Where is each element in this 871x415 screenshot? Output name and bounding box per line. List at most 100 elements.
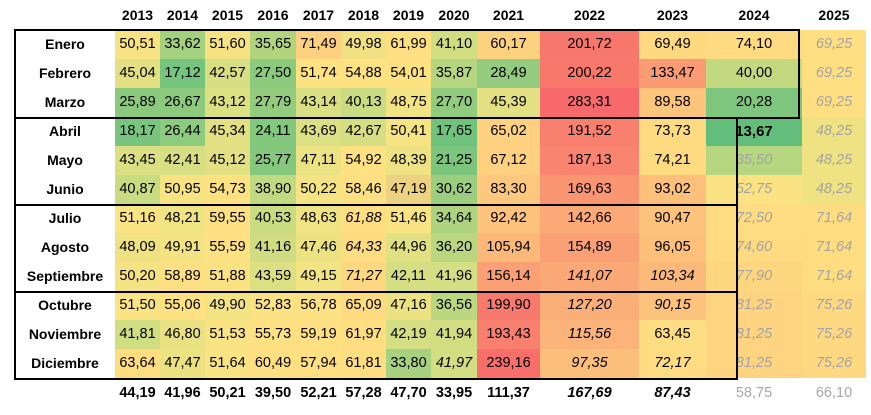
table-cell: 90,15 [639,291,706,320]
table-cell: 81,25 [706,349,802,378]
table-cell: 74,21 [639,146,706,175]
annual-total: 33,95 [435,385,473,401]
table-cell: 59,19 [296,320,341,349]
table-cell: 71,49 [296,30,341,59]
month-label: Octubre [38,297,92,313]
year-header: 2016 [257,7,289,23]
table-cell: 283,31 [540,88,639,117]
table-cell: 51,53 [205,320,250,349]
table-cell: 49,98 [341,30,386,59]
table-cell: 51,60 [205,30,250,59]
table-cell: 43,69 [296,117,341,146]
table-cell: 103,34 [639,262,706,291]
table-cell: 24,11 [250,117,296,146]
table-cell: 45,34 [205,117,250,146]
table-cell: 50,22 [296,175,341,204]
table-cell: 48,25 [802,146,866,175]
annual-total: 52,21 [300,385,337,401]
month-label: Mayo [47,152,83,168]
table-cell: 61,81 [341,349,386,378]
annual-total: 41,96 [164,385,201,401]
table-cell: 48,25 [802,175,866,204]
table-cell: 93,02 [639,175,706,204]
table-cell: 25,77 [250,146,296,175]
table-cell: 69,25 [802,59,866,88]
table-cell: 156,14 [477,262,540,291]
table-cell: 38,90 [250,175,296,204]
table-cell: 21,25 [431,146,477,175]
table-cell: 33,80 [386,349,431,378]
table-cell: 42,57 [205,59,250,88]
annual-total: 39,50 [254,385,292,401]
table-cell: 47,11 [296,146,341,175]
table-cell: 81,25 [706,291,802,320]
month-label: Septiembre [26,268,104,284]
year-header: 2025 [818,7,850,23]
month-label: Junio [46,181,84,197]
table-cell: 51,74 [296,59,341,88]
table-cell: 71,27 [341,262,386,291]
year-header: 2020 [438,7,470,23]
table-cell: 17,65 [431,117,477,146]
table-cell: 51,16 [115,204,160,233]
table-cell: 55,73 [250,320,296,349]
annual-total: 66,10 [815,385,853,401]
table-cell: 67,12 [477,146,540,175]
table-border [798,29,800,119]
table-cell: 72,17 [639,349,706,378]
quarter-border [14,204,736,206]
table-cell: 35,87 [431,59,477,88]
table-cell: 18,17 [115,117,160,146]
table-cell: 92,42 [477,204,540,233]
annual-total: 87,43 [654,385,691,401]
annual-total: 47,70 [390,385,427,401]
table-cell: 51,88 [205,262,250,291]
table-cell: 56,78 [296,291,341,320]
table-cell: 54,92 [341,146,386,175]
table-cell: 201,72 [540,30,639,59]
table-cell: 27,50 [250,59,296,88]
table-cell: 193,43 [477,320,540,349]
table-cell: 45,04 [115,59,160,88]
month-label: Abril [49,123,81,139]
table-cell: 50,20 [115,262,160,291]
table-cell: 69,25 [802,88,866,117]
table-cell: 51,46 [386,204,431,233]
table-cell: 44,96 [386,233,431,262]
table-cell: 49,91 [160,233,205,262]
table-cell: 41,10 [431,30,477,59]
year-header: 2022 [573,7,606,23]
table-cell: 50,51 [115,30,160,59]
table-cell: 41,81 [115,320,160,349]
table-cell: 75,26 [802,320,866,349]
table-cell: 90,47 [639,204,706,233]
table-cell: 20,28 [706,88,802,117]
table-cell: 72,50 [706,204,802,233]
table-cell: 115,56 [540,320,639,349]
table-cell: 54,88 [341,59,386,88]
table-cell: 97,35 [540,349,639,378]
table-cell: 42,11 [386,262,431,291]
table-cell: 26,67 [160,88,205,117]
table-cell: 27,79 [250,88,296,117]
annual-total: 111,37 [487,385,530,401]
table-cell: 239,16 [477,349,540,378]
table-cell: 75,26 [802,291,866,320]
table-cell: 48,75 [386,88,431,117]
quarter-border [14,117,800,119]
table-cell: 40,13 [341,88,386,117]
year-header: 2015 [211,7,244,23]
table-cell: 25,89 [115,88,160,117]
table-cell: 57,94 [296,349,341,378]
table-cell: 55,06 [160,291,205,320]
table-cell: 47,16 [386,291,431,320]
table-cell: 200,22 [540,59,639,88]
table-cell: 58,89 [160,262,205,291]
table-cell: 75,26 [802,349,866,378]
table-cell: 54,01 [386,59,431,88]
year-header: 2023 [656,7,689,23]
table-cell: 48,39 [386,146,431,175]
table-cell: 69,49 [639,30,706,59]
month-label: Agosto [40,239,90,255]
